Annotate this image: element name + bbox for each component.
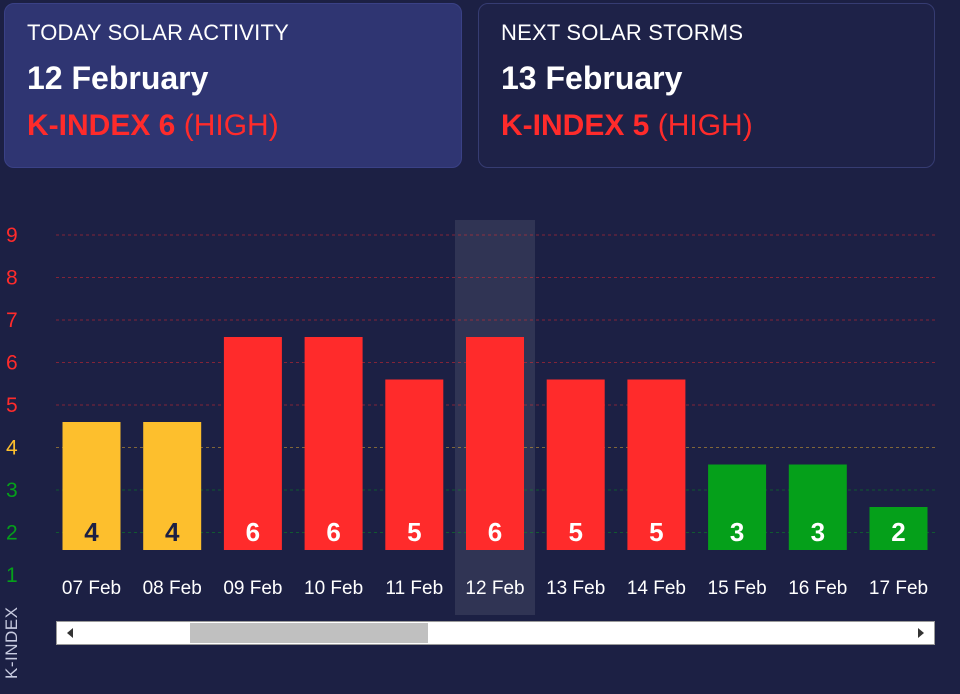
x-tick-label: 14 Feb [627,578,686,599]
bar-value-label: 5 [568,517,582,547]
y-tick-label: 9 [6,224,18,247]
today-activity-card: TODAY SOLAR ACTIVITY 12 February K-INDEX… [4,3,462,168]
bar [466,337,524,550]
kindex-bar-chart: 1 2 3 4 5 6 7 8 9 4 07 Feb 4 08 Feb 6 09 Feb 6 10 Feb 5 11… [6,220,935,615]
x-tick-label: 13 Feb [546,578,605,599]
y-tick-label: 7 [6,309,18,332]
next-kindex: K-INDEX 5 [501,109,650,142]
today-level: (HIGH) [183,109,279,142]
y-tick-label: 5 [6,394,18,417]
bar [546,379,605,550]
y-tick-label: 6 [6,352,18,375]
bar-value-label: 5 [649,517,663,547]
scrollbar-thumb[interactable] [190,623,428,643]
x-tick-label: 15 Feb [708,578,767,599]
bar [708,464,767,550]
today-heading: TODAY SOLAR ACTIVITY [27,20,289,45]
today-date: 12 February [27,60,209,96]
arrow-right-icon[interactable] [918,628,924,638]
bar [869,507,928,550]
next-date: 13 February [501,60,683,96]
bar-value-label: 6 [246,517,260,547]
today-kindex: K-INDEX 6 [27,109,176,142]
bar [788,464,847,550]
x-tick-label: 11 Feb [385,578,443,599]
bar-value-label: 5 [407,517,421,547]
chart-scrollbar[interactable] [56,621,935,645]
x-tick-label: 07 Feb [62,578,121,599]
bar [143,422,202,550]
x-tick-label: 09 Feb [223,578,282,599]
bar-value-label: 4 [165,517,180,547]
bar-value-label: 2 [891,517,905,547]
next-kindex-line: K-INDEX 5 (HIGH) [501,109,912,143]
y-tick-label: 1 [6,564,18,587]
bar-value-label: 6 [488,517,502,547]
bar [385,379,444,550]
y-tick-label: 4 [6,437,18,460]
x-tick-label: 10 Feb [304,578,363,599]
next-level: (HIGH) [657,109,753,142]
x-tick-label: 08 Feb [143,578,202,599]
bar-value-label: 4 [84,517,99,547]
arrow-left-icon[interactable] [67,628,73,638]
next-storms-card: NEXT SOLAR STORMS 13 February K-INDEX 5 … [478,3,935,168]
bar [223,337,282,550]
bar-value-label: 6 [326,517,340,547]
y-tick-label: 8 [6,267,18,290]
x-tick-label: 17 Feb [869,578,928,599]
bar [304,337,363,550]
bar [62,422,121,550]
y-axis-title: K-INDEX [2,606,21,680]
today-kindex-line: K-INDEX 6 (HIGH) [27,109,439,143]
y-tick-label: 3 [6,479,18,502]
x-tick-label: 12 Feb [465,578,524,599]
bar [627,379,686,550]
next-heading: NEXT SOLAR STORMS [501,20,744,45]
bar-value-label: 3 [811,517,825,547]
y-tick-label: 2 [6,522,18,545]
x-tick-label: 16 Feb [788,578,847,599]
bar-value-label: 3 [730,517,744,547]
